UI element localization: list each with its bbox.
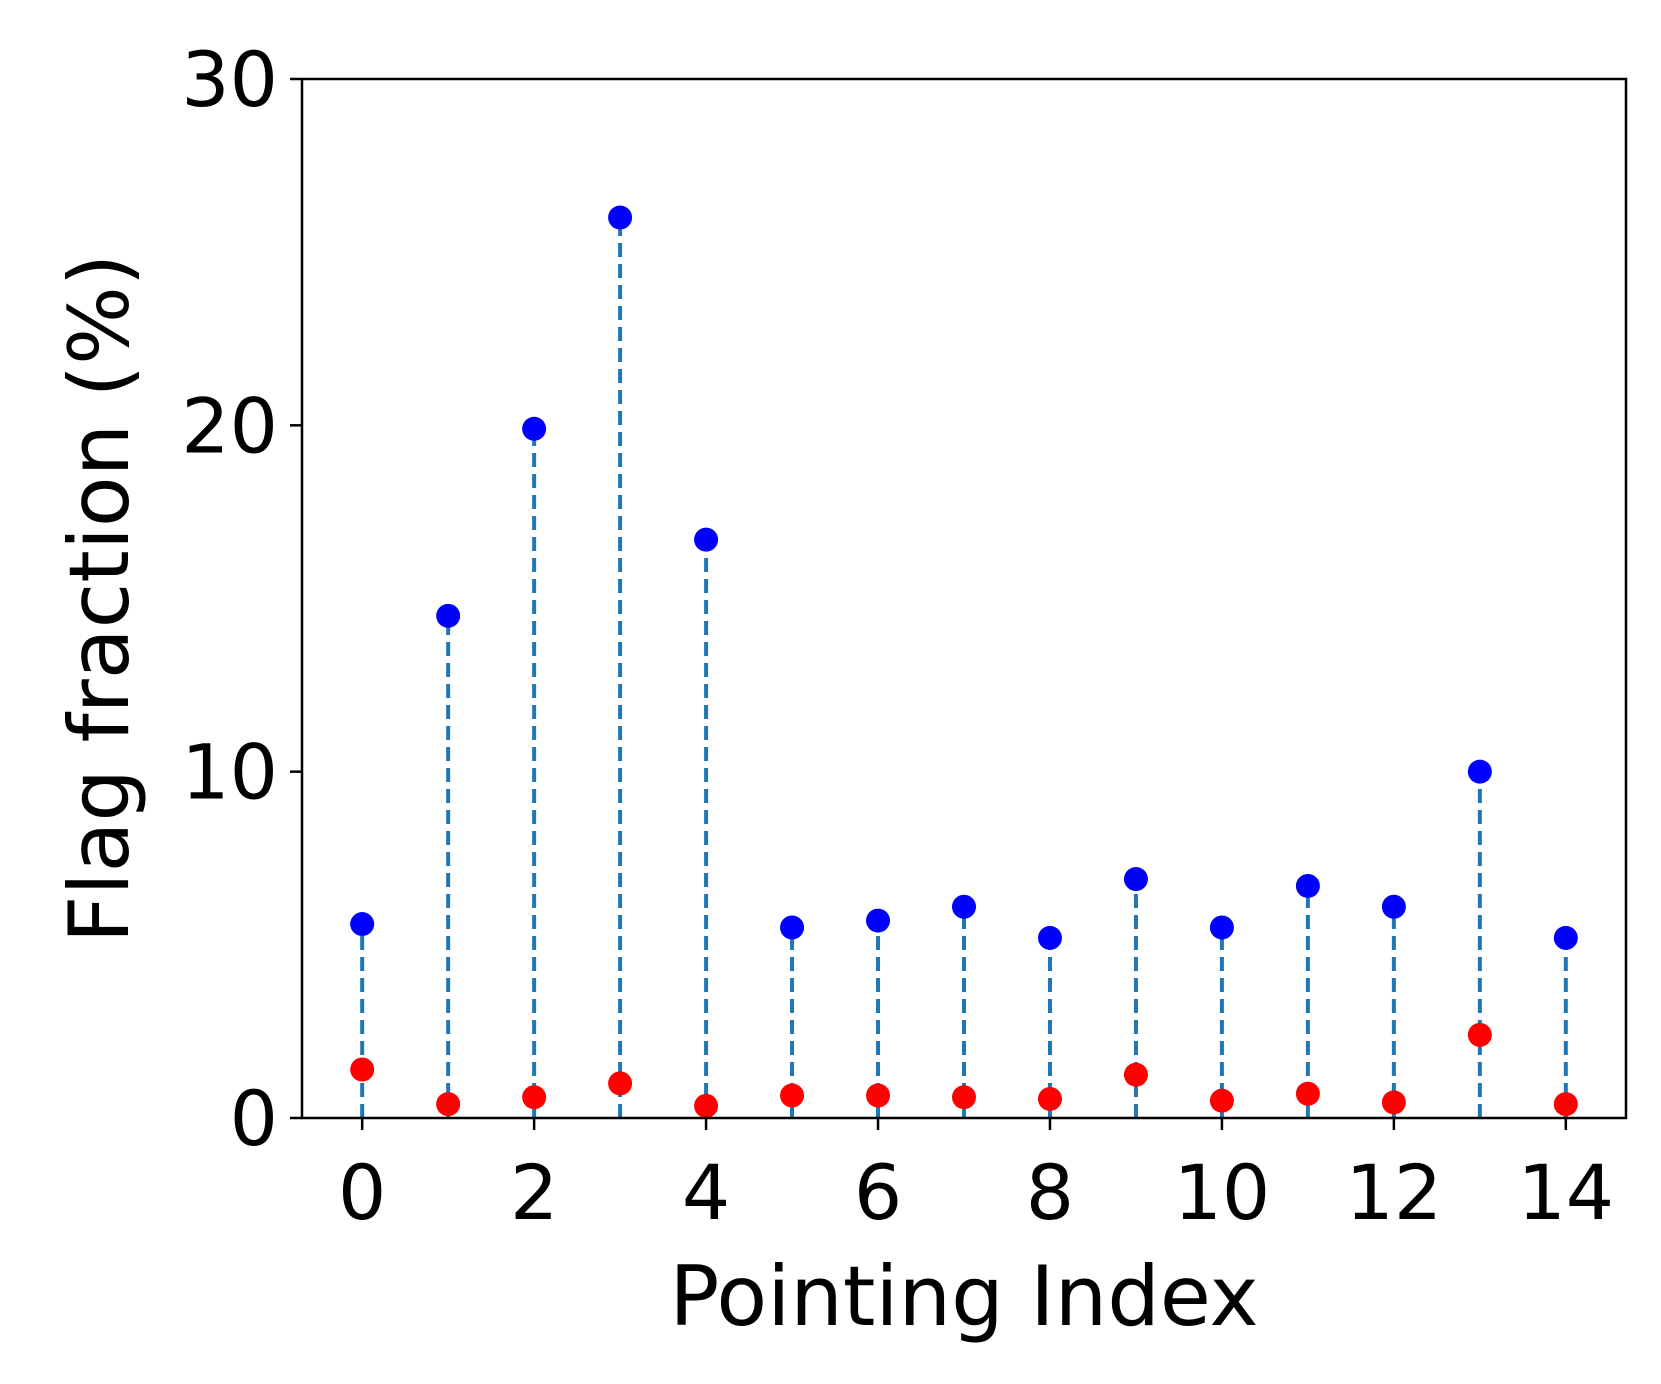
blue-data-point bbox=[1381, 894, 1406, 919]
blue-data-point bbox=[780, 915, 805, 940]
x-tick-label: 8 bbox=[1026, 1148, 1074, 1237]
data-points bbox=[350, 205, 1578, 1118]
red-data-point bbox=[608, 1071, 633, 1096]
x-tick-label: 6 bbox=[854, 1148, 902, 1237]
red-data-point bbox=[1037, 1086, 1062, 1111]
blue-data-point bbox=[436, 603, 461, 628]
red-data-point bbox=[1295, 1081, 1320, 1106]
stem-lines bbox=[360, 217, 1568, 1118]
x-axis-label: Pointing Index bbox=[669, 1248, 1258, 1345]
plot-frame bbox=[300, 77, 1628, 1120]
blue-data-point bbox=[1467, 759, 1492, 784]
red-data-point bbox=[1123, 1062, 1148, 1087]
red-data-point bbox=[866, 1083, 891, 1108]
red-data-point bbox=[780, 1083, 805, 1108]
red-data-point bbox=[694, 1093, 719, 1118]
blue-data-point bbox=[1295, 873, 1320, 898]
blue-data-point bbox=[1553, 925, 1578, 950]
blue-data-point bbox=[522, 416, 547, 441]
blue-data-point bbox=[1123, 867, 1148, 892]
red-data-point bbox=[952, 1085, 976, 1110]
x-tick-label: 2 bbox=[510, 1148, 558, 1237]
blue-data-point bbox=[952, 894, 976, 919]
x-axis-ticks: 0 2 4 6 8 10 12 14 bbox=[338, 1118, 1614, 1237]
blue-data-point bbox=[1037, 925, 1062, 950]
x-tick-label: 4 bbox=[682, 1148, 730, 1237]
blue-data-point bbox=[866, 908, 891, 933]
y-axis-ticks: 0 10 20 30 bbox=[181, 35, 302, 1163]
y-tick-label: 20 bbox=[181, 381, 278, 470]
red-data-point bbox=[1209, 1088, 1234, 1113]
red-data-point bbox=[1381, 1090, 1406, 1115]
blue-data-point bbox=[694, 527, 719, 552]
blue-data-point bbox=[1209, 915, 1234, 940]
y-tick-label: 30 bbox=[181, 35, 278, 124]
red-data-point bbox=[350, 1057, 375, 1082]
y-axis-label: Flag fraction (%) bbox=[51, 254, 148, 944]
x-tick-label: 12 bbox=[1346, 1148, 1443, 1237]
red-data-point bbox=[1553, 1092, 1578, 1117]
y-tick-label: 10 bbox=[181, 728, 278, 817]
y-tick-label: 0 bbox=[230, 1074, 278, 1163]
red-data-point bbox=[522, 1085, 547, 1110]
red-data-point bbox=[1467, 1022, 1492, 1047]
blue-data-point bbox=[350, 912, 375, 937]
blue-data-point bbox=[608, 205, 633, 230]
x-tick-label: 10 bbox=[1174, 1148, 1271, 1237]
x-tick-label: 0 bbox=[338, 1148, 386, 1237]
x-tick-label: 14 bbox=[1517, 1148, 1614, 1237]
red-data-point bbox=[436, 1092, 461, 1117]
